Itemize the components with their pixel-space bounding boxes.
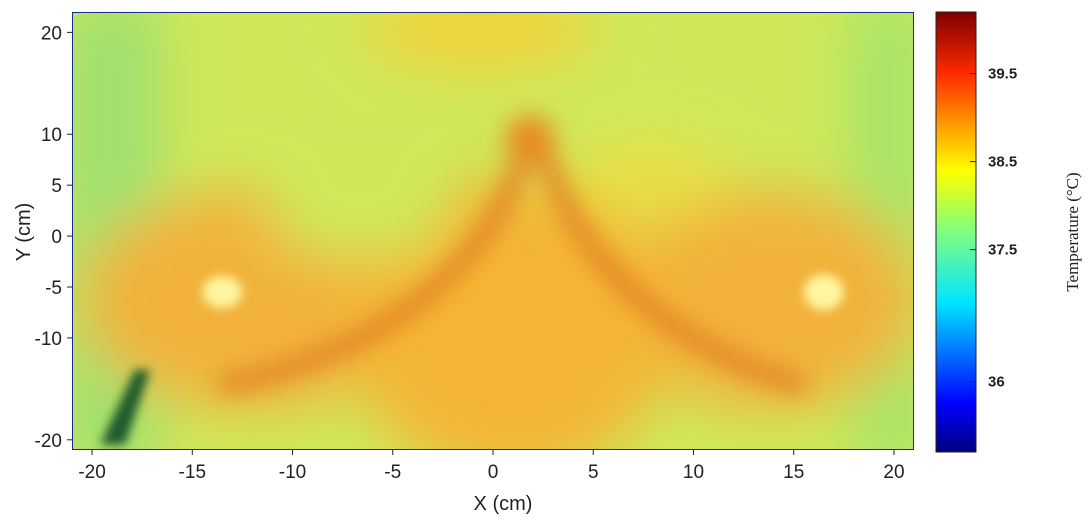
x-axis: -20 -15 -10 -5 0 5 10 15 20 xyxy=(78,450,905,483)
colorbar-tick-label: 39.5 xyxy=(988,66,1017,83)
x-tick-label: -10 xyxy=(279,462,306,483)
y-tick-label: 20 xyxy=(41,23,62,44)
y-tick-label: -5 xyxy=(45,278,62,299)
colorbar-tick-label: 37.5 xyxy=(988,242,1017,259)
x-tick-label: 5 xyxy=(588,462,599,483)
y-tick-label: -10 xyxy=(35,329,62,350)
left-hotspot xyxy=(202,276,243,309)
x-tick-label: -5 xyxy=(384,462,401,483)
colorbar-tick-label: 38.5 xyxy=(988,154,1017,171)
colorbar-title: Temperature (°C) xyxy=(1063,172,1082,291)
y-tick-label: 10 xyxy=(41,125,62,146)
x-tick-label: -15 xyxy=(179,462,206,483)
y-axis: 20 10 5 0 -5 -10 -20 xyxy=(35,23,72,452)
y-tick-label: -20 xyxy=(35,431,62,452)
x-tick-label: 15 xyxy=(783,462,804,483)
heatmap-creases xyxy=(217,115,808,393)
heatmap-hotspots xyxy=(100,274,844,445)
x-tick-label: 0 xyxy=(488,462,499,483)
y-axis-title: Y (cm) xyxy=(13,203,35,262)
x-tick-label: -20 xyxy=(78,462,105,483)
right-hotspot xyxy=(803,274,844,311)
x-tick-label: 20 xyxy=(883,462,904,483)
heatmap-area xyxy=(72,12,914,450)
colorbar-tick-label: 36 xyxy=(988,374,1005,391)
colorbar xyxy=(935,11,977,453)
x-tick-label: 10 xyxy=(683,462,704,483)
y-tick-label: 5 xyxy=(51,176,62,197)
colorbar-ticks: 36 37.5 38.5 39.5 xyxy=(970,66,1017,391)
x-axis-title: X (cm) xyxy=(474,493,533,515)
y-tick-label: 0 xyxy=(51,227,62,248)
